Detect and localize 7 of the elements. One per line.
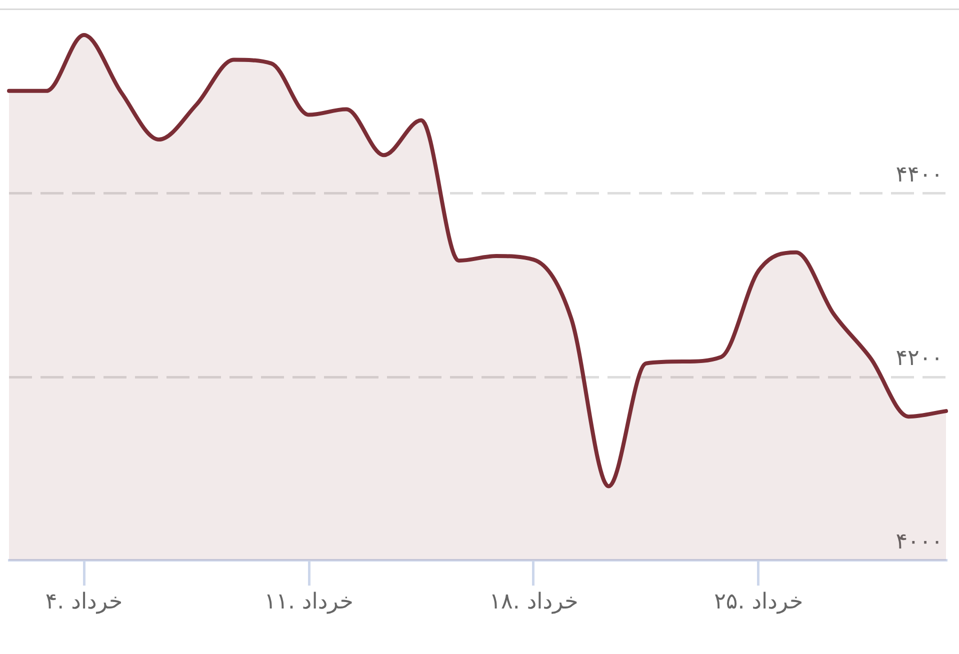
x-tick-label: ۲۵. خرداد	[714, 590, 804, 615]
y-tick-label: ۴۴۰۰	[896, 162, 943, 188]
y-tick-label: ۴۰۰۰	[896, 529, 943, 554]
x-tick-label: ۱۱. خرداد	[264, 590, 354, 615]
y-tick-label: ۴۲۰۰	[896, 346, 943, 371]
x-tick-label: ۴. خرداد	[45, 590, 123, 615]
x-tick-label: ۱۸. خرداد	[489, 590, 578, 615]
